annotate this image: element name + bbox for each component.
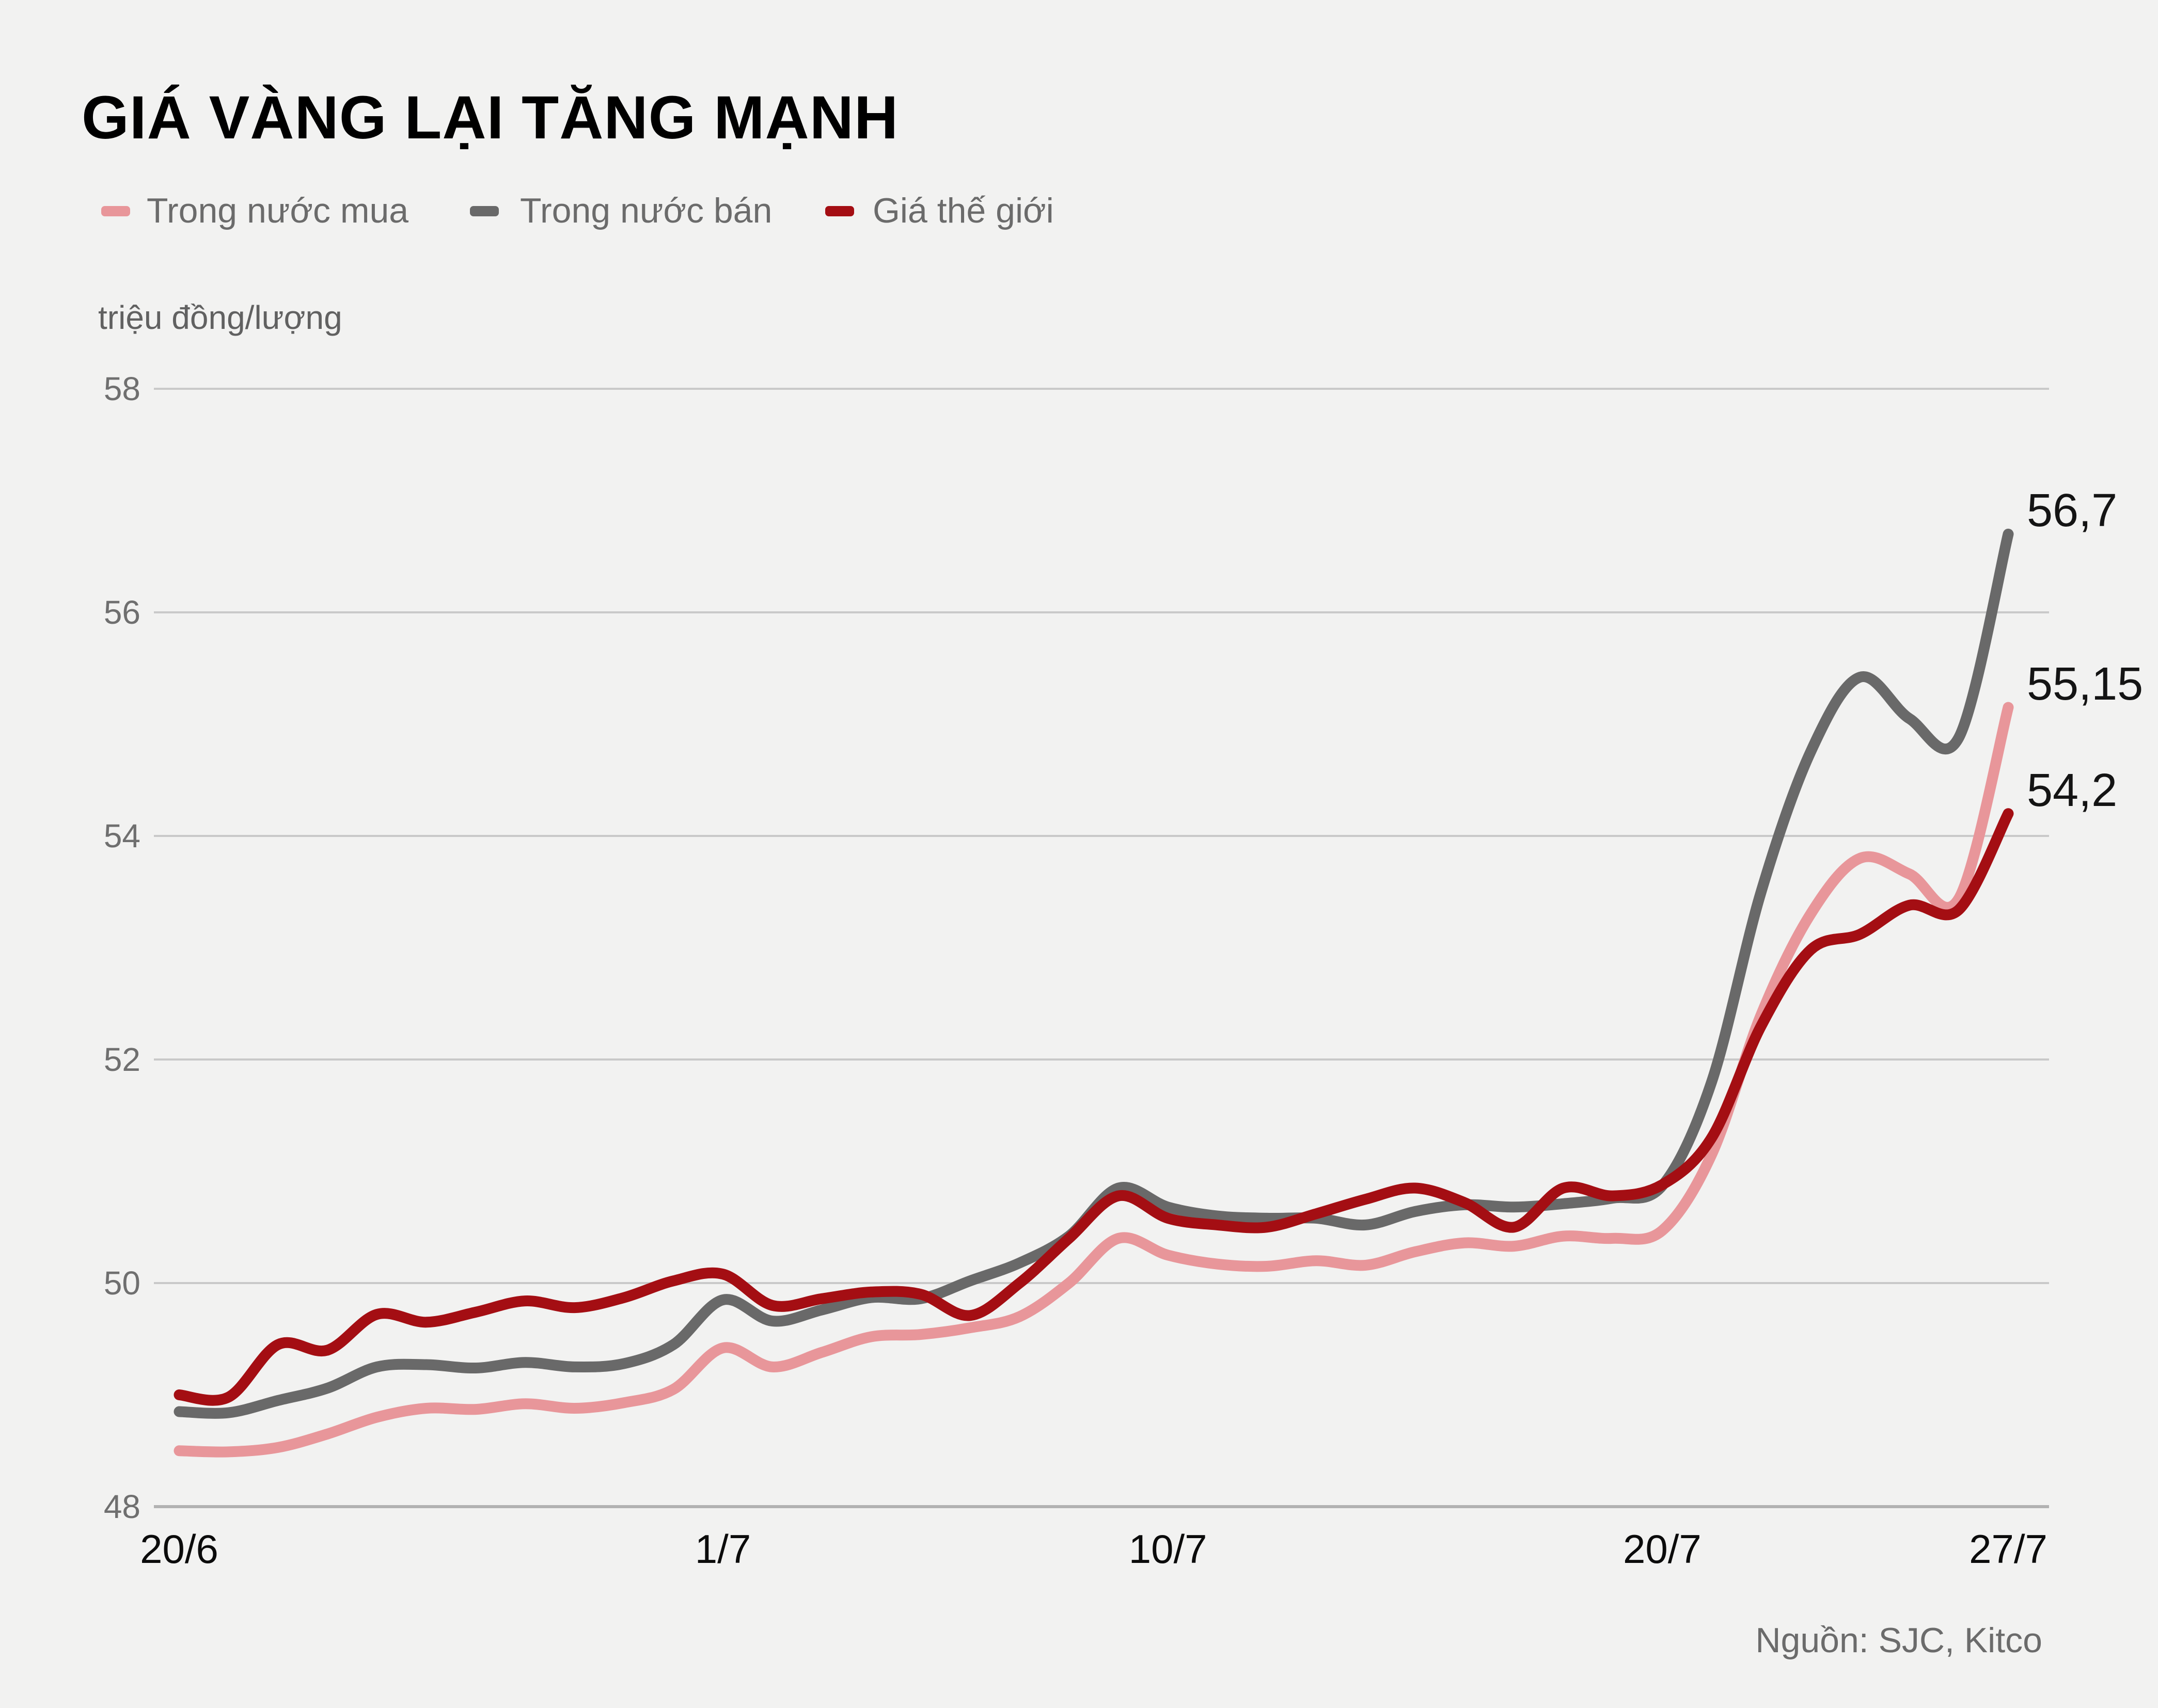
- series-line-gia-the-gioi: [174, 808, 2014, 1406]
- x-axis-tick-label-20-6: 20/6: [140, 1526, 218, 1572]
- legend-swatch-gia-the-gioi: [825, 206, 854, 216]
- source-label: Nguồn: SJC, Kitco: [1755, 1621, 2042, 1660]
- x-axis-tick-label-1-7: 1/7: [695, 1526, 751, 1572]
- x-axis-tick-label-20-7: 20/7: [1623, 1526, 1702, 1572]
- y-axis-tick-label-52: 52: [103, 1041, 140, 1078]
- y-axis-tick-label-50: 50: [103, 1264, 140, 1302]
- series-line-trong-nuoc-ban: [174, 528, 2014, 1419]
- y-axis-unit-label: triệu đồng/lượng: [98, 299, 342, 336]
- y-axis-tick-label-48: 48: [103, 1488, 140, 1525]
- legend-label-trong-nuoc-ban: Trong nước bán: [520, 191, 773, 230]
- y-axis-tick-label-58: 58: [103, 370, 140, 407]
- y-axis-tick-label-54: 54: [103, 817, 140, 855]
- end-value-label-trong-nuoc-ban: 56,7: [2027, 485, 2118, 537]
- end-value-label-trong-nuoc-mua: 55,15: [2027, 658, 2144, 710]
- x-axis-tick-label-27-7: 27/7: [1969, 1526, 2047, 1572]
- legend-label-trong-nuoc-mua: Trong nước mua: [147, 191, 409, 230]
- chart-title: GIÁ VÀNG LẠI TĂNG MẠNH: [82, 84, 899, 152]
- legend-label-gia-the-gioi: Giá thế giới: [873, 191, 1054, 230]
- x-axis-tick-label-10-7: 10/7: [1128, 1526, 1207, 1572]
- legend-swatch-trong-nuoc-ban: [470, 206, 499, 216]
- legend-swatch-trong-nuoc-mua: [101, 206, 130, 216]
- end-value-label-gia-the-gioi: 54,2: [2027, 764, 2118, 816]
- y-axis-tick-label-56: 56: [103, 594, 140, 631]
